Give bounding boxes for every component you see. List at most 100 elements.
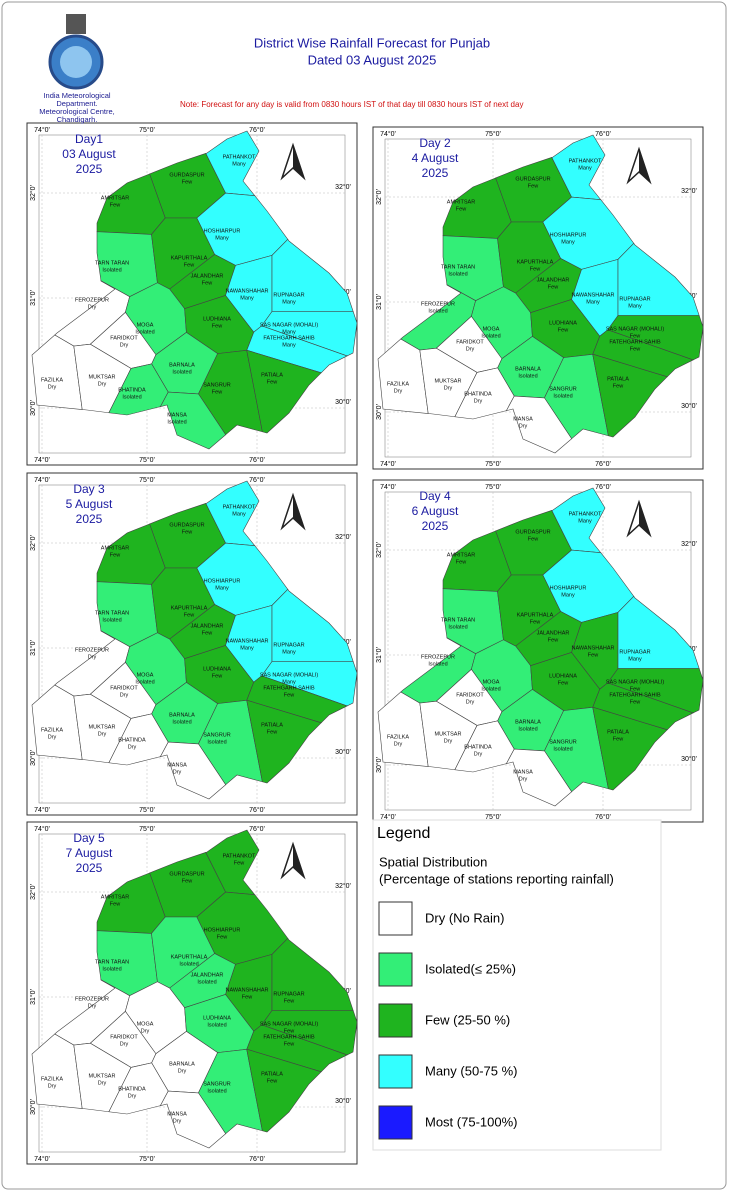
district-category: Few xyxy=(528,183,538,189)
district-category: Dry xyxy=(474,751,483,757)
district-name: AMRITSAR xyxy=(447,552,475,558)
district-category: Few xyxy=(267,1078,277,1084)
district xyxy=(617,595,700,669)
district-category: Few xyxy=(184,612,194,618)
district-category: Dry xyxy=(444,385,453,391)
district-category: Isolated xyxy=(518,726,537,732)
district-category: Isolated xyxy=(172,369,191,375)
district-category: Many xyxy=(282,299,296,305)
district-category: Isolated xyxy=(207,1022,226,1028)
lon-label: 74°0' xyxy=(380,483,396,491)
district-name: FATEHGARH SAHIB xyxy=(263,1034,315,1040)
district-category: Few xyxy=(558,680,568,686)
legend-swatch xyxy=(378,1105,413,1140)
district-category: Many xyxy=(215,585,229,591)
district-name: NAWANSHAHAR xyxy=(572,292,615,298)
district-name: SAS NAGAR (MOHALI) xyxy=(260,672,319,678)
district-name: HOSHIARPUR xyxy=(550,585,587,591)
district-name: TARN TARAN xyxy=(95,610,129,616)
district xyxy=(592,706,668,791)
district-category: Few xyxy=(630,686,640,692)
district-name: MOGA xyxy=(137,672,154,678)
district-name: BHATINDA xyxy=(118,737,146,743)
lon-label: 75°0' xyxy=(139,476,155,484)
district-category: Few xyxy=(630,699,640,705)
district-name: MOGA xyxy=(137,1021,154,1027)
district-category: Many xyxy=(240,645,254,651)
district-category: Dry xyxy=(394,388,403,394)
district-name: AMRITSAR xyxy=(101,894,129,900)
district-name: JALANDHAR xyxy=(537,630,570,636)
district-name: MOGA xyxy=(137,322,154,328)
district-name: JALANDHAR xyxy=(191,972,224,978)
district-category: Dry xyxy=(141,1028,150,1034)
district-category: Isolated xyxy=(481,686,500,692)
district-name: FARIDKOT xyxy=(110,1034,138,1040)
day-title: 2025 xyxy=(76,512,103,526)
district-category: Few xyxy=(284,998,294,1004)
district-name: PATHANKOT xyxy=(569,158,602,164)
district-category: Isolated xyxy=(172,719,191,725)
lat-label: 32°0' xyxy=(375,542,383,558)
legend: Legend Spatial Distribution (Percentage of… xyxy=(372,819,662,1151)
district-category: Few xyxy=(558,327,568,333)
lat-label: 30°0' xyxy=(29,400,37,416)
district-category: Many xyxy=(282,649,296,655)
district-category: Few xyxy=(530,266,540,272)
legend-label: Isolated(≤ 25%) xyxy=(425,961,516,976)
map-panel: 74°0' 74°0' 75°0' 75°0' 76°0' 76°0' 32°0' 32°0'… xyxy=(26,122,358,466)
lat-label: 30°0' xyxy=(335,398,351,406)
district-name: PATHANKOT xyxy=(223,853,256,859)
district-category: Few xyxy=(630,346,640,352)
district-category: Dry xyxy=(120,342,129,348)
lon-label: 74°0' xyxy=(380,130,396,138)
district-name: FAZILKA xyxy=(41,377,63,383)
district-name: GURDASPUR xyxy=(515,176,550,182)
district-name: MOGA xyxy=(483,326,500,332)
district-category: Isolated xyxy=(518,373,537,379)
district-name: SANGRUR xyxy=(549,386,577,392)
district-category: Few xyxy=(588,652,598,658)
lon-label: 76°0' xyxy=(595,460,611,468)
district-category: Dry xyxy=(173,1118,182,1124)
district-name: MANSA xyxy=(167,412,187,418)
district-category: Isolated xyxy=(207,739,226,745)
lat-label: 32°0' xyxy=(375,189,383,205)
lat-label: 31°0' xyxy=(29,640,37,656)
district-category: Few xyxy=(202,630,212,636)
district xyxy=(246,1048,322,1133)
district-name: JALANDHAR xyxy=(191,623,224,629)
district-name: PATHANKOT xyxy=(569,511,602,517)
lon-label: 75°0' xyxy=(485,460,501,468)
north-arrow-half xyxy=(293,844,304,877)
district xyxy=(271,238,354,312)
lon-label: 74°0' xyxy=(34,1155,50,1163)
district-name: TARN TARAN xyxy=(95,959,129,965)
district xyxy=(159,391,227,450)
district-name: FARIDKOT xyxy=(456,339,484,345)
district-category: Few xyxy=(110,901,120,907)
org-name: India Meteorological Department. Meteoro… xyxy=(39,91,115,124)
district-category: Isolated xyxy=(122,394,141,400)
district-category: Few xyxy=(528,536,538,542)
legend-title: Legend xyxy=(377,825,430,842)
lat-label: 32°0' xyxy=(335,183,351,191)
map-panel: 74°0' 74°0' 75°0' 75°0' 76°0' 76°0' 32°0' 32°0'… xyxy=(26,821,358,1165)
district-category: Isolated xyxy=(448,271,467,277)
district-category: Few xyxy=(284,692,294,698)
legend-label: Many (50-75 %) xyxy=(425,1063,517,1078)
district-category: Dry xyxy=(444,738,453,744)
day-title: Day1 xyxy=(75,132,103,146)
lon-label: 76°0' xyxy=(595,483,611,491)
district-category: Dry xyxy=(128,744,137,750)
district-category: Dry xyxy=(178,1068,187,1074)
district-name: SAS NAGAR (MOHALI) xyxy=(606,326,665,332)
lat-label: 30°0' xyxy=(335,1097,351,1105)
district-category: Many xyxy=(282,679,296,685)
lat-label: 30°0' xyxy=(375,404,383,420)
district-name: SANGRUR xyxy=(203,1081,231,1087)
day-title: 2025 xyxy=(76,861,103,875)
district-name: PATIALA xyxy=(607,376,629,382)
